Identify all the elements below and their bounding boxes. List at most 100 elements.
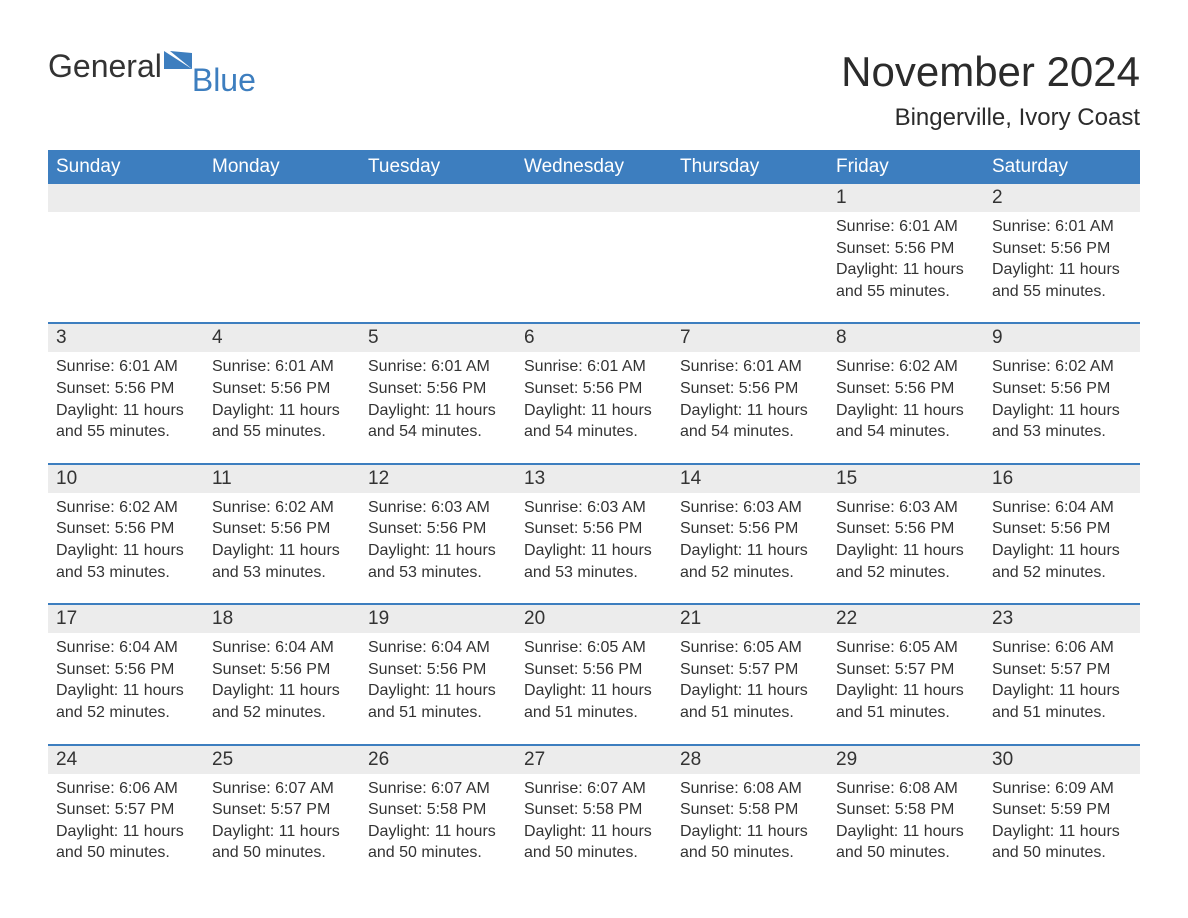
day-cell: 8Sunrise: 6:02 AMSunset: 5:56 PMDaylight… xyxy=(828,324,984,442)
day-cell xyxy=(672,184,828,302)
day-body: Sunrise: 6:01 AMSunset: 5:56 PMDaylight:… xyxy=(360,352,516,442)
day-body: Sunrise: 6:03 AMSunset: 5:56 PMDaylight:… xyxy=(360,493,516,583)
day-body: Sunrise: 6:01 AMSunset: 5:56 PMDaylight:… xyxy=(48,352,204,442)
day-number: 11 xyxy=(204,465,360,493)
day-body: Sunrise: 6:02 AMSunset: 5:56 PMDaylight:… xyxy=(828,352,984,442)
day-body: Sunrise: 6:06 AMSunset: 5:57 PMDaylight:… xyxy=(48,774,204,864)
day-number: 2 xyxy=(984,184,1140,212)
day-number: 1 xyxy=(828,184,984,212)
day-cell: 27Sunrise: 6:07 AMSunset: 5:58 PMDayligh… xyxy=(516,746,672,864)
week-row: 17Sunrise: 6:04 AMSunset: 5:56 PMDayligh… xyxy=(48,603,1140,723)
day-cell: 28Sunrise: 6:08 AMSunset: 5:58 PMDayligh… xyxy=(672,746,828,864)
day-number: 22 xyxy=(828,605,984,633)
empty-day-header xyxy=(204,184,360,212)
day-body: Sunrise: 6:09 AMSunset: 5:59 PMDaylight:… xyxy=(984,774,1140,864)
day-number: 6 xyxy=(516,324,672,352)
day-cell xyxy=(48,184,204,302)
day-number: 12 xyxy=(360,465,516,493)
day-cell: 30Sunrise: 6:09 AMSunset: 5:59 PMDayligh… xyxy=(984,746,1140,864)
empty-day-header xyxy=(672,184,828,212)
day-cell: 9Sunrise: 6:02 AMSunset: 5:56 PMDaylight… xyxy=(984,324,1140,442)
day-number: 5 xyxy=(360,324,516,352)
day-body: Sunrise: 6:04 AMSunset: 5:56 PMDaylight:… xyxy=(360,633,516,723)
day-body: Sunrise: 6:07 AMSunset: 5:58 PMDaylight:… xyxy=(516,774,672,864)
dow-cell: Friday xyxy=(828,150,984,184)
day-body: Sunrise: 6:01 AMSunset: 5:56 PMDaylight:… xyxy=(672,352,828,442)
empty-day-header xyxy=(48,184,204,212)
month-title: November 2024 xyxy=(841,48,1140,96)
day-number: 14 xyxy=(672,465,828,493)
day-body: Sunrise: 6:07 AMSunset: 5:58 PMDaylight:… xyxy=(360,774,516,864)
day-cell: 4Sunrise: 6:01 AMSunset: 5:56 PMDaylight… xyxy=(204,324,360,442)
day-number: 27 xyxy=(516,746,672,774)
day-body: Sunrise: 6:01 AMSunset: 5:56 PMDaylight:… xyxy=(204,352,360,442)
day-cell: 6Sunrise: 6:01 AMSunset: 5:56 PMDaylight… xyxy=(516,324,672,442)
dow-cell: Thursday xyxy=(672,150,828,184)
title-block: November 2024 Bingerville, Ivory Coast xyxy=(841,48,1140,132)
logo: General Blue xyxy=(48,48,264,85)
day-cell: 26Sunrise: 6:07 AMSunset: 5:58 PMDayligh… xyxy=(360,746,516,864)
day-cell: 16Sunrise: 6:04 AMSunset: 5:56 PMDayligh… xyxy=(984,465,1140,583)
dow-cell: Tuesday xyxy=(360,150,516,184)
day-number: 15 xyxy=(828,465,984,493)
logo-text-general: General xyxy=(48,48,162,85)
day-number: 18 xyxy=(204,605,360,633)
day-cell: 5Sunrise: 6:01 AMSunset: 5:56 PMDaylight… xyxy=(360,324,516,442)
day-cell: 13Sunrise: 6:03 AMSunset: 5:56 PMDayligh… xyxy=(516,465,672,583)
day-cell xyxy=(204,184,360,302)
day-cell: 23Sunrise: 6:06 AMSunset: 5:57 PMDayligh… xyxy=(984,605,1140,723)
day-cell: 17Sunrise: 6:04 AMSunset: 5:56 PMDayligh… xyxy=(48,605,204,723)
day-body: Sunrise: 6:03 AMSunset: 5:56 PMDaylight:… xyxy=(516,493,672,583)
day-number: 28 xyxy=(672,746,828,774)
day-body: Sunrise: 6:04 AMSunset: 5:56 PMDaylight:… xyxy=(984,493,1140,583)
day-body: Sunrise: 6:01 AMSunset: 5:56 PMDaylight:… xyxy=(984,212,1140,302)
day-body: Sunrise: 6:05 AMSunset: 5:57 PMDaylight:… xyxy=(672,633,828,723)
day-cell: 25Sunrise: 6:07 AMSunset: 5:57 PMDayligh… xyxy=(204,746,360,864)
day-number: 26 xyxy=(360,746,516,774)
day-body: Sunrise: 6:04 AMSunset: 5:56 PMDaylight:… xyxy=(48,633,204,723)
day-body: Sunrise: 6:08 AMSunset: 5:58 PMDaylight:… xyxy=(672,774,828,864)
day-number: 3 xyxy=(48,324,204,352)
day-body: Sunrise: 6:03 AMSunset: 5:56 PMDaylight:… xyxy=(672,493,828,583)
day-number: 10 xyxy=(48,465,204,493)
dow-cell: Wednesday xyxy=(516,150,672,184)
day-body: Sunrise: 6:01 AMSunset: 5:56 PMDaylight:… xyxy=(516,352,672,442)
day-body: Sunrise: 6:02 AMSunset: 5:56 PMDaylight:… xyxy=(204,493,360,583)
day-cell: 1Sunrise: 6:01 AMSunset: 5:56 PMDaylight… xyxy=(828,184,984,302)
dow-cell: Monday xyxy=(204,150,360,184)
day-number: 13 xyxy=(516,465,672,493)
day-number: 9 xyxy=(984,324,1140,352)
day-number: 7 xyxy=(672,324,828,352)
day-cell: 29Sunrise: 6:08 AMSunset: 5:58 PMDayligh… xyxy=(828,746,984,864)
day-number: 25 xyxy=(204,746,360,774)
day-body: Sunrise: 6:04 AMSunset: 5:56 PMDaylight:… xyxy=(204,633,360,723)
day-cell: 3Sunrise: 6:01 AMSunset: 5:56 PMDaylight… xyxy=(48,324,204,442)
day-body: Sunrise: 6:01 AMSunset: 5:56 PMDaylight:… xyxy=(828,212,984,302)
day-cell: 10Sunrise: 6:02 AMSunset: 5:56 PMDayligh… xyxy=(48,465,204,583)
day-cell: 2Sunrise: 6:01 AMSunset: 5:56 PMDaylight… xyxy=(984,184,1140,302)
day-number: 19 xyxy=(360,605,516,633)
week-row: 24Sunrise: 6:06 AMSunset: 5:57 PMDayligh… xyxy=(48,744,1140,864)
day-number: 30 xyxy=(984,746,1140,774)
day-cell: 12Sunrise: 6:03 AMSunset: 5:56 PMDayligh… xyxy=(360,465,516,583)
day-number: 23 xyxy=(984,605,1140,633)
week-row: 1Sunrise: 6:01 AMSunset: 5:56 PMDaylight… xyxy=(48,184,1140,302)
day-number: 8 xyxy=(828,324,984,352)
day-cell: 20Sunrise: 6:05 AMSunset: 5:56 PMDayligh… xyxy=(516,605,672,723)
week-row: 3Sunrise: 6:01 AMSunset: 5:56 PMDaylight… xyxy=(48,322,1140,442)
dow-header-row: SundayMondayTuesdayWednesdayThursdayFrid… xyxy=(48,150,1140,184)
dow-cell: Saturday xyxy=(984,150,1140,184)
day-cell: 7Sunrise: 6:01 AMSunset: 5:56 PMDaylight… xyxy=(672,324,828,442)
day-body: Sunrise: 6:06 AMSunset: 5:57 PMDaylight:… xyxy=(984,633,1140,723)
day-cell xyxy=(516,184,672,302)
day-number: 24 xyxy=(48,746,204,774)
day-body: Sunrise: 6:02 AMSunset: 5:56 PMDaylight:… xyxy=(48,493,204,583)
calendar: SundayMondayTuesdayWednesdayThursdayFrid… xyxy=(48,150,1140,864)
day-body: Sunrise: 6:02 AMSunset: 5:56 PMDaylight:… xyxy=(984,352,1140,442)
empty-day-header xyxy=(516,184,672,212)
day-body: Sunrise: 6:03 AMSunset: 5:56 PMDaylight:… xyxy=(828,493,984,583)
day-number: 21 xyxy=(672,605,828,633)
day-cell xyxy=(360,184,516,302)
day-body: Sunrise: 6:05 AMSunset: 5:57 PMDaylight:… xyxy=(828,633,984,723)
day-number: 4 xyxy=(204,324,360,352)
